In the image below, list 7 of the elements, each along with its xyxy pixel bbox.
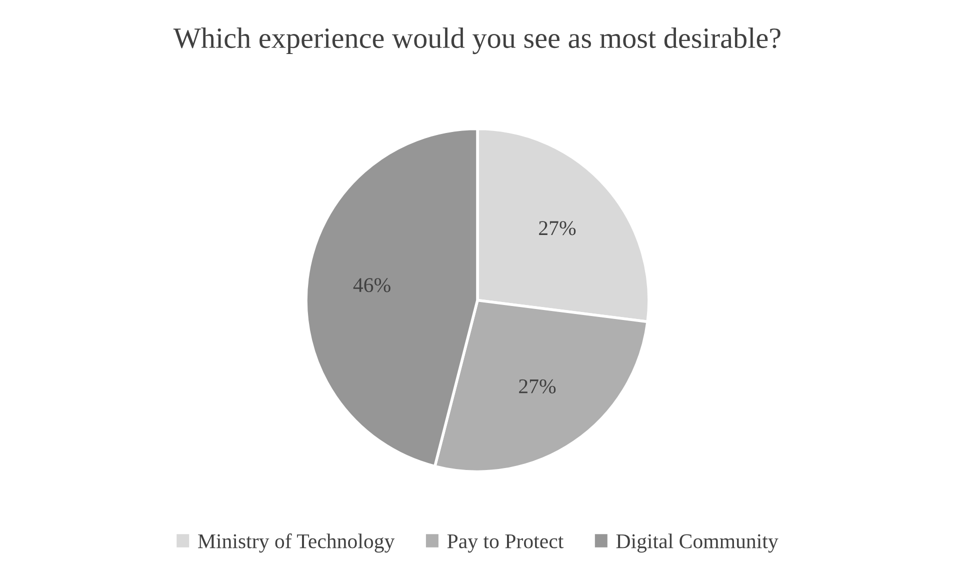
data-label: 27% (539, 221, 576, 236)
legend-label: Ministry of Technology (198, 533, 395, 553)
data-label: 27% (519, 379, 556, 394)
data-label: 46% (353, 278, 390, 292)
chart-title: Which experience would you see as most desirable? (173, 28, 780, 54)
legend-label: Digital Community (616, 534, 778, 553)
legend-label: Pay to Protect (447, 534, 564, 553)
